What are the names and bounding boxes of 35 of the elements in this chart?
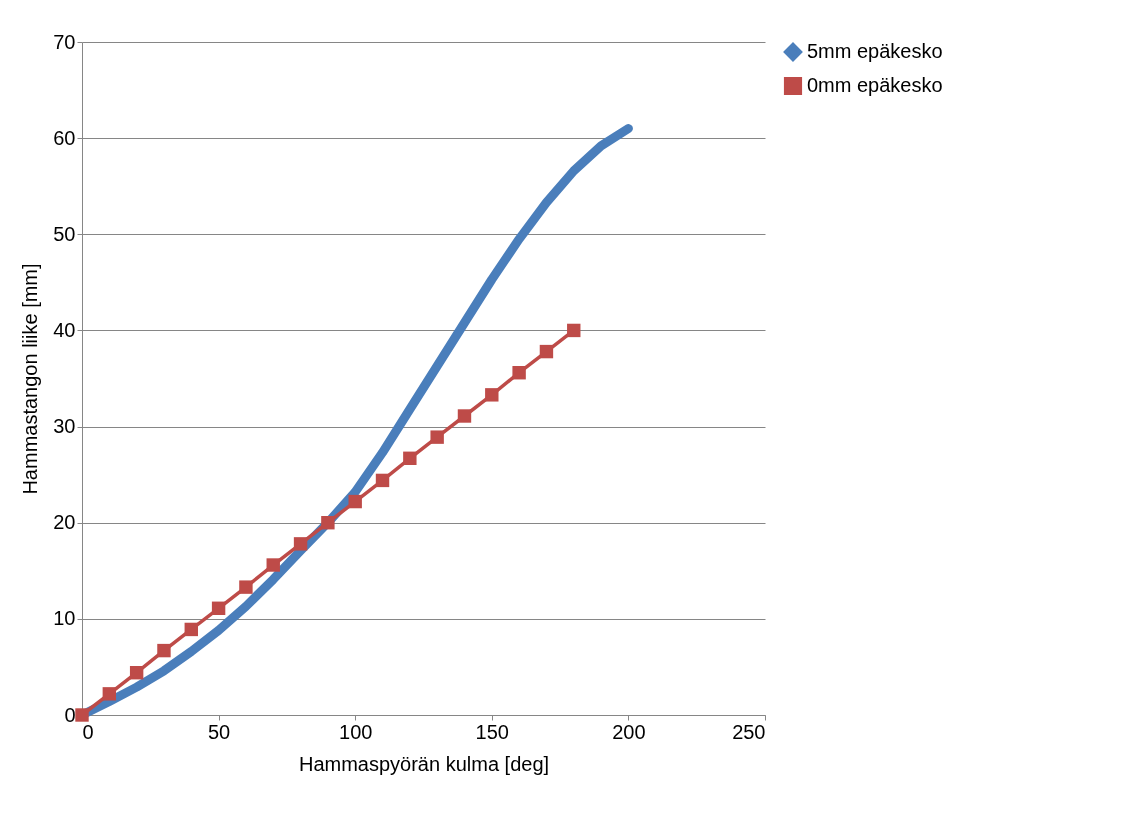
legend-label: 5mm epäkesko: [807, 40, 943, 62]
point: [430, 430, 444, 444]
x-axis-title: Hammaspyörän kulma [deg]: [298, 752, 550, 775]
point: [567, 323, 581, 338]
x-tick-label: 0: [82, 720, 94, 743]
point: [512, 366, 526, 380]
y-tick-label: 0: [64, 703, 76, 726]
legend-label: 0mm epäkesko: [807, 74, 943, 96]
point: [293, 537, 308, 551]
point: [539, 344, 554, 359]
y-tick-label: 30: [53, 415, 76, 438]
y-tick-label: 70: [53, 30, 76, 53]
y-tick-label: 50: [53, 222, 76, 245]
y-tick-label: 20: [53, 511, 76, 534]
point: [457, 409, 472, 423]
y-tick-label: 10: [53, 607, 76, 630]
point: [211, 601, 226, 615]
point: [485, 388, 499, 402]
y-tick-label: 40: [53, 318, 76, 341]
y-axis-title: Hammastangon liike [mm]: [19, 263, 42, 495]
point: [266, 558, 280, 572]
point: [239, 580, 253, 594]
point: [157, 643, 171, 658]
point: [129, 665, 144, 680]
x-tick-label: 50: [207, 720, 231, 743]
point: [403, 451, 417, 466]
x-tick-label: 250: [732, 720, 766, 743]
point: [348, 494, 362, 509]
x-tick-label: 100: [339, 720, 373, 743]
point: [102, 687, 117, 701]
x-tick-label: 200: [612, 720, 646, 743]
y-tick-label: 60: [53, 126, 76, 149]
point: [184, 622, 198, 637]
x-tick-label: 150: [475, 720, 509, 743]
point: [375, 473, 390, 488]
